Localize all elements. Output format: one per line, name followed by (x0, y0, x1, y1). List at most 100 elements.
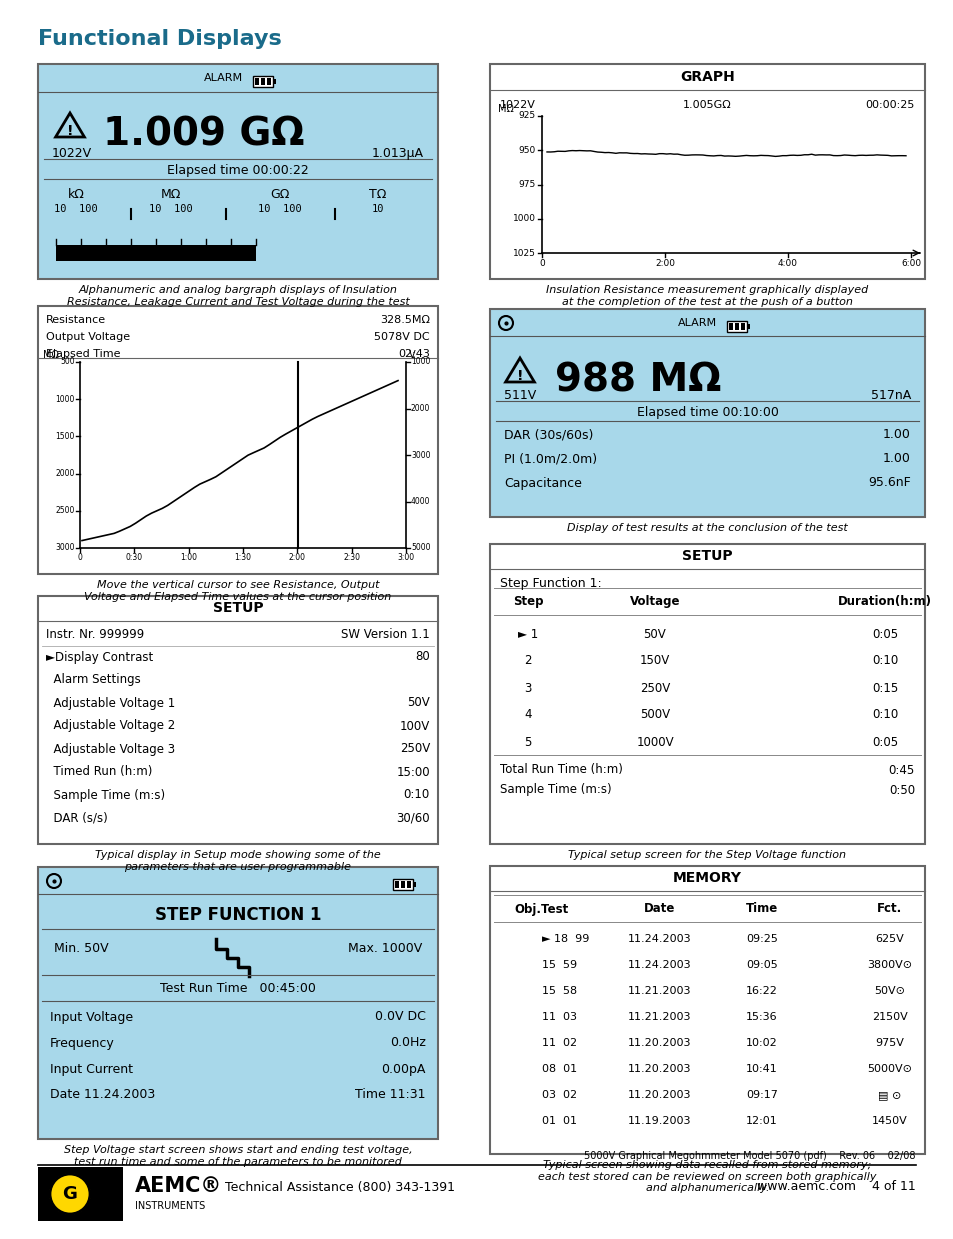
Text: 1.009 GΩ: 1.009 GΩ (103, 116, 304, 154)
Text: 5000V Graphical Megohmmeter Model 5070 (pdf)    Rev. 06    02/08: 5000V Graphical Megohmmeter Model 5070 (… (584, 1151, 915, 1161)
Text: !: ! (67, 124, 73, 138)
Text: 3000: 3000 (55, 544, 75, 553)
Text: 1025: 1025 (513, 249, 536, 258)
Text: Date 11.24.2003: Date 11.24.2003 (50, 1089, 155, 1101)
Text: 250V: 250V (639, 681, 669, 695)
Text: Step: Step (512, 596, 542, 608)
Text: 11.21.2003: 11.21.2003 (628, 986, 691, 996)
Text: 625V: 625V (875, 934, 903, 944)
Text: Adjustable Voltage 1: Adjustable Voltage 1 (46, 696, 175, 710)
Text: ALARM: ALARM (203, 73, 242, 83)
Text: 50V⊙: 50V⊙ (874, 986, 904, 996)
Text: Time 11:31: Time 11:31 (355, 1089, 426, 1101)
Text: 11  02: 11 02 (541, 1038, 577, 1048)
Text: 03  02: 03 02 (541, 1090, 577, 1100)
Text: 517nA: 517nA (870, 389, 910, 401)
Text: 11  03: 11 03 (541, 1012, 577, 1022)
Text: Sample Time (m:s): Sample Time (m:s) (46, 788, 165, 802)
Text: Technical Assistance (800) 343-1391: Technical Assistance (800) 343-1391 (225, 1181, 455, 1193)
FancyBboxPatch shape (729, 323, 733, 330)
Text: 0:30: 0:30 (126, 553, 143, 563)
FancyBboxPatch shape (407, 881, 411, 888)
Text: INSTRUMENTS: INSTRUMENTS (135, 1201, 205, 1211)
Text: Date: Date (643, 902, 675, 916)
Text: Display of test results at the conclusion of the test: Display of test results at the conclusio… (566, 523, 847, 533)
Text: Input Current: Input Current (50, 1063, 132, 1075)
Text: 1500: 1500 (55, 432, 75, 441)
Text: ALARM: ALARM (678, 318, 717, 328)
Text: Move the vertical cursor to see Resistance, Output
Voltage and Elapsed Time valu: Move the vertical cursor to see Resistan… (84, 580, 392, 602)
FancyBboxPatch shape (393, 878, 413, 890)
Text: Capacitance: Capacitance (503, 477, 581, 489)
FancyBboxPatch shape (253, 76, 273, 87)
FancyBboxPatch shape (740, 323, 744, 330)
Text: Alarm Settings: Alarm Settings (46, 674, 141, 686)
Text: 11.20.2003: 11.20.2003 (628, 1090, 691, 1100)
Text: 11.19.2003: 11.19.2003 (628, 1116, 691, 1126)
Text: 0:05: 0:05 (871, 736, 897, 748)
Text: 3:00: 3:00 (397, 553, 415, 563)
Text: Frequency: Frequency (50, 1037, 114, 1049)
Text: SW Version 1.1: SW Version 1.1 (341, 627, 430, 641)
Text: Insulation Resistance measurement graphically displayed
at the completion of the: Insulation Resistance measurement graphi… (546, 285, 868, 306)
Text: 10  100: 10 100 (54, 204, 98, 214)
FancyBboxPatch shape (400, 881, 405, 888)
Text: 1022V: 1022V (52, 147, 92, 160)
Text: 0:10: 0:10 (403, 788, 430, 802)
FancyBboxPatch shape (747, 325, 750, 330)
Text: Adjustable Voltage 3: Adjustable Voltage 3 (46, 742, 175, 756)
FancyBboxPatch shape (38, 596, 437, 844)
FancyBboxPatch shape (395, 881, 398, 888)
Text: 12:01: 12:01 (745, 1116, 777, 1126)
Text: 328.5MΩ: 328.5MΩ (379, 315, 430, 325)
Text: TΩ: TΩ (369, 188, 386, 201)
FancyBboxPatch shape (261, 78, 265, 85)
Text: Typical display in Setup mode showing some of the
parameters that are user progr: Typical display in Setup mode showing so… (95, 850, 380, 871)
FancyBboxPatch shape (735, 323, 739, 330)
Text: 15  58: 15 58 (541, 986, 577, 996)
Text: Functional Displays: Functional Displays (38, 28, 281, 50)
Text: AEMC®: AEMC® (135, 1176, 222, 1196)
Text: Instr. Nr. 999999: Instr. Nr. 999999 (46, 627, 144, 641)
Text: 01  01: 01 01 (541, 1116, 577, 1126)
Text: 09:17: 09:17 (745, 1090, 777, 1100)
Text: 4: 4 (524, 709, 531, 721)
Text: 975V: 975V (875, 1038, 903, 1048)
Text: Input Voltage: Input Voltage (50, 1011, 133, 1023)
Text: 511V: 511V (503, 389, 536, 401)
Text: 0:10: 0:10 (871, 709, 897, 721)
Text: Typical setup screen for the Step Voltage function: Typical setup screen for the Step Voltag… (568, 850, 845, 860)
Text: 4000: 4000 (411, 497, 430, 506)
Text: 6:00: 6:00 (900, 259, 920, 268)
Text: 5000V⊙: 5000V⊙ (866, 1064, 911, 1074)
Text: Total Run Time (h:m): Total Run Time (h:m) (499, 763, 622, 777)
Text: Adjustable Voltage 2: Adjustable Voltage 2 (46, 720, 175, 732)
Text: Elapsed time 00:00:22: Elapsed time 00:00:22 (167, 164, 309, 177)
Text: Voltage: Voltage (629, 596, 679, 608)
Text: 1000: 1000 (411, 358, 430, 367)
Text: 00:00:25: 00:00:25 (864, 100, 914, 110)
Text: 30/60: 30/60 (395, 812, 430, 824)
Text: PI (1.0m/2.0m): PI (1.0m/2.0m) (503, 452, 597, 466)
Text: ► 18  99: ► 18 99 (541, 934, 589, 944)
Text: 0.0Hz: 0.0Hz (390, 1037, 426, 1049)
Text: ▤ ⊙: ▤ ⊙ (878, 1090, 901, 1100)
Text: 2:00: 2:00 (655, 259, 675, 268)
Text: 1.00: 1.00 (882, 429, 910, 441)
FancyBboxPatch shape (413, 882, 416, 887)
Text: Output Voltage: Output Voltage (46, 332, 130, 342)
Text: Test Run Time   00:45:00: Test Run Time 00:45:00 (160, 983, 315, 995)
Text: 988 MΩ: 988 MΩ (555, 361, 720, 399)
Text: Step Function 1:: Step Function 1: (499, 577, 601, 591)
Text: MEMORY: MEMORY (672, 871, 741, 885)
Text: GRAPH: GRAPH (679, 69, 734, 84)
Text: 0:45: 0:45 (888, 763, 914, 777)
Text: 0.0V DC: 0.0V DC (375, 1011, 426, 1023)
FancyBboxPatch shape (490, 309, 924, 517)
Text: 3000: 3000 (411, 451, 430, 460)
FancyBboxPatch shape (38, 306, 437, 574)
Text: 100V: 100V (399, 720, 430, 732)
FancyBboxPatch shape (490, 544, 924, 844)
Text: Fct.: Fct. (877, 902, 902, 916)
Text: 2000: 2000 (411, 404, 430, 413)
